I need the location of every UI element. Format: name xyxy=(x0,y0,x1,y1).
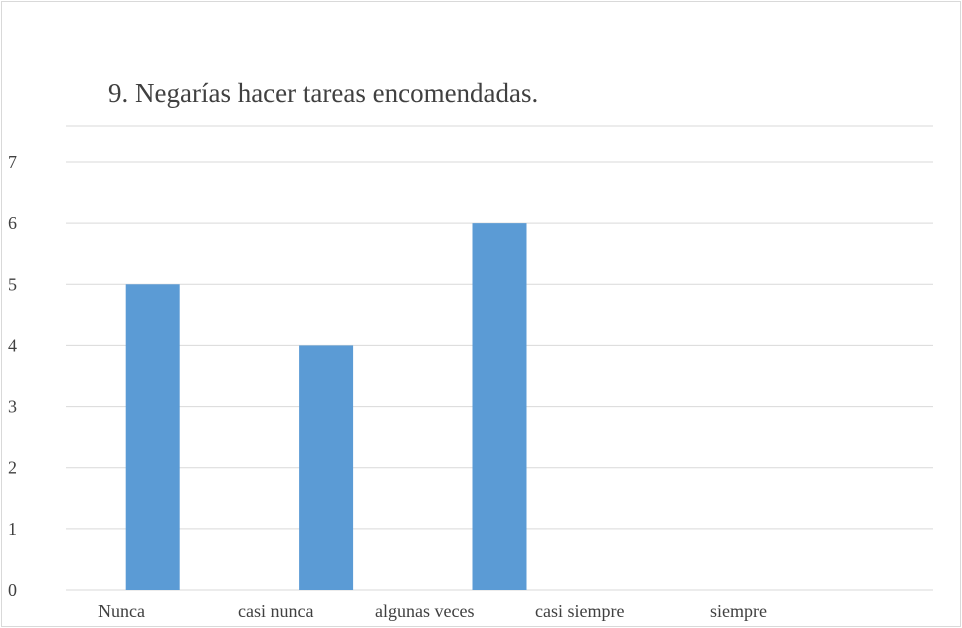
chart-title: 9. Negarías hacer tareas encomendadas. xyxy=(108,78,538,108)
x-axis-tick-labels: Nunca casi nunca algunas veces casi siempre… xyxy=(98,601,767,621)
x-tick-label: casi nunca xyxy=(238,601,313,621)
y-axis-tick-labels: 0 1 2 3 4 5 6 7 xyxy=(8,152,17,600)
bars xyxy=(125,223,527,590)
x-tick-label: casi siempre xyxy=(535,601,624,621)
y-tick-label: 2 xyxy=(8,458,17,478)
x-tick-label: siempre xyxy=(710,601,767,621)
y-tick-label: 4 xyxy=(8,335,17,355)
y-tick-label: 1 xyxy=(8,519,17,539)
y-tick-label: 0 xyxy=(8,580,17,600)
y-tick-label: 5 xyxy=(8,274,17,294)
gridlines xyxy=(66,125,933,591)
bar-algunas-veces xyxy=(472,223,527,590)
x-tick-label: algunas veces xyxy=(375,601,474,621)
y-tick-label: 6 xyxy=(8,213,17,233)
bar-nunca xyxy=(125,284,180,590)
y-tick-label: 7 xyxy=(8,152,17,172)
bar-casi-nunca xyxy=(299,345,354,590)
y-tick-label: 3 xyxy=(8,397,17,417)
x-tick-label: Nunca xyxy=(98,601,145,621)
